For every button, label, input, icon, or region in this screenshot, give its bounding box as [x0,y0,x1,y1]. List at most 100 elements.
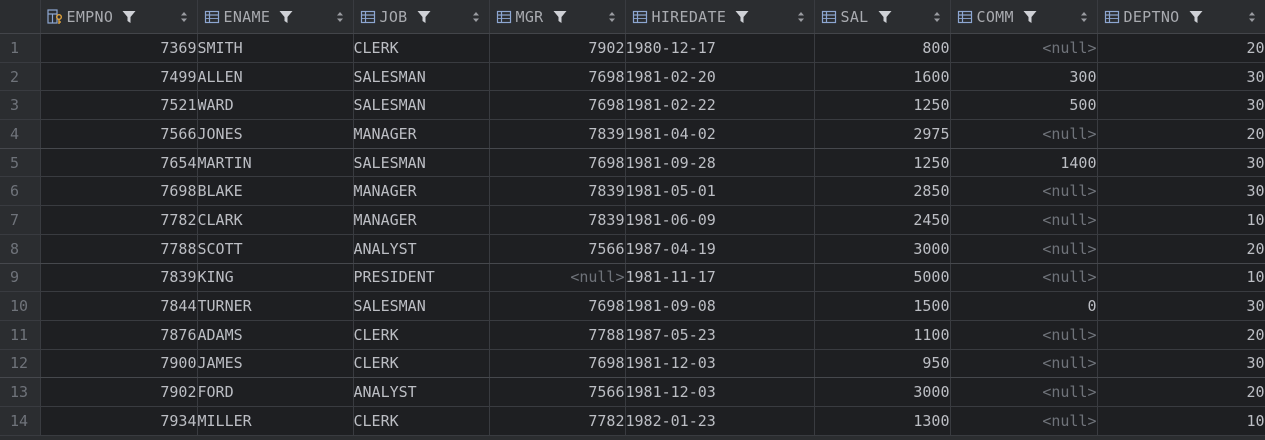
column-header-mgr[interactable]: MGR [489,0,626,34]
cell-hiredate[interactable]: 1981-04-02 [625,119,815,149]
cell-deptno[interactable]: 10 [1097,406,1265,436]
sort-icon[interactable] [932,9,942,25]
cell-deptno[interactable]: 20 [1097,234,1265,264]
cell-comm[interactable]: <null> [950,320,1098,350]
row-number[interactable]: 10 [0,291,41,321]
cell-sal[interactable]: 3000 [814,377,951,407]
column-header-ename[interactable]: ENAME [197,0,354,34]
cell-ename[interactable]: JONES [197,119,354,149]
sort-icon[interactable] [1247,9,1257,25]
cell-job[interactable]: SALESMAN [353,90,490,121]
cell-mgr[interactable]: 7698 [489,349,626,379]
cell-mgr[interactable]: 7839 [489,205,626,235]
cell-job[interactable]: SALESMAN [353,148,490,178]
column-header-deptno[interactable]: DEPTNO [1097,0,1265,34]
cell-job[interactable]: MANAGER [353,205,490,235]
filter-icon[interactable] [1022,9,1038,25]
row-number[interactable]: 14 [0,406,41,436]
cell-comm[interactable]: 1400 [950,148,1098,178]
cell-comm[interactable]: 0 [950,291,1098,321]
table-row[interactable]: 6 7698 BLAKE MANAGER 7839 1981-05-01 2850 <null… [0,176,1265,207]
cell-empno[interactable]: 7934 [40,406,198,436]
cell-ename[interactable]: WARD [197,90,354,121]
cell-comm[interactable]: 500 [950,90,1098,121]
filter-icon[interactable] [1188,9,1204,25]
row-number[interactable]: 9 [0,263,41,293]
table-row[interactable]: 10 7844 TURNER SALESMAN 7698 1981-09-08 1500 0 3… [0,291,1265,321]
filter-icon[interactable] [877,9,893,25]
column-header-hiredate[interactable]: HIREDATE [625,0,815,34]
cell-hiredate[interactable]: 1981-06-09 [625,205,815,235]
cell-sal[interactable]: 3000 [814,234,951,264]
cell-job[interactable]: CLERK [353,406,490,436]
table-row[interactable]: 14 7934 MILLER CLERK 7782 1982-01-23 1300 <null… [0,406,1265,436]
row-number[interactable]: 6 [0,176,41,207]
cell-deptno[interactable]: 20 [1097,377,1265,407]
cell-job[interactable]: CLERK [353,320,490,350]
cell-job[interactable]: MANAGER [353,119,490,149]
cell-job[interactable]: SALESMAN [353,291,490,321]
cell-sal[interactable]: 1250 [814,90,951,121]
cell-empno[interactable]: 7844 [40,291,198,321]
cell-hiredate[interactable]: 1981-09-08 [625,291,815,321]
cell-hiredate[interactable]: 1981-02-20 [625,62,815,92]
cell-empno[interactable]: 7566 [40,119,198,149]
column-header-sal[interactable]: SAL [814,0,951,34]
cell-ename[interactable]: TURNER [197,291,354,321]
cell-empno[interactable]: 7499 [40,62,198,92]
filter-icon[interactable] [734,9,750,25]
column-header-empno[interactable]: EMPNO [40,0,198,34]
cell-hiredate[interactable]: 1981-12-03 [625,349,815,379]
cell-deptno[interactable]: 30 [1097,62,1265,92]
cell-empno[interactable]: 7839 [40,263,198,293]
cell-deptno[interactable]: 30 [1097,291,1265,321]
table-row[interactable]: 2 7499 ALLEN SALESMAN 7698 1981-02-20 1600 300 3… [0,62,1265,92]
cell-empno[interactable]: 7902 [40,377,198,407]
table-row[interactable]: 9 7839 KING PRESIDENT <null> 1981-11-17 5000 <n… [0,263,1265,293]
cell-mgr[interactable]: <null> [489,263,626,293]
cell-deptno[interactable]: 20 [1097,33,1265,63]
cell-job[interactable]: ANALYST [353,377,490,407]
cell-ename[interactable]: SMITH [197,33,354,63]
cell-job[interactable]: PRESIDENT [353,263,490,293]
row-number[interactable]: 3 [0,90,41,121]
row-number[interactable]: 4 [0,119,41,149]
cell-job[interactable]: CLERK [353,349,490,379]
cell-hiredate[interactable]: 1980-12-17 [625,33,815,63]
cell-sal[interactable]: 1600 [814,62,951,92]
cell-job[interactable]: SALESMAN [353,62,490,92]
cell-comm[interactable]: <null> [950,263,1098,293]
cell-hiredate[interactable]: 1982-01-23 [625,406,815,436]
cell-empno[interactable]: 7698 [40,176,198,207]
cell-deptno[interactable]: 30 [1097,349,1265,379]
cell-mgr[interactable]: 7566 [489,377,626,407]
sort-icon[interactable] [607,9,617,25]
cell-comm[interactable]: 300 [950,62,1098,92]
cell-sal[interactable]: 800 [814,33,951,63]
row-number[interactable]: 8 [0,234,41,264]
row-number[interactable]: 12 [0,349,41,379]
table-row[interactable]: 12 7900 JAMES CLERK 7698 1981-12-03 950 <null> 3… [0,349,1265,379]
cell-sal[interactable]: 2850 [814,176,951,207]
cell-mgr[interactable]: 7698 [489,291,626,321]
cell-job[interactable]: MANAGER [353,176,490,207]
cell-mgr[interactable]: 7566 [489,234,626,264]
cell-empno[interactable]: 7654 [40,148,198,178]
cell-sal[interactable]: 2450 [814,205,951,235]
cell-ename[interactable]: CLARK [197,205,354,235]
cell-empno[interactable]: 7521 [40,90,198,121]
cell-mgr[interactable]: 7839 [489,176,626,207]
sort-icon[interactable] [335,9,345,25]
cell-comm[interactable]: <null> [950,205,1098,235]
cell-ename[interactable]: MARTIN [197,148,354,178]
row-number[interactable]: 1 [0,33,41,63]
cell-mgr[interactable]: 7698 [489,90,626,121]
cell-empno[interactable]: 7369 [40,33,198,63]
cell-deptno[interactable]: 30 [1097,90,1265,121]
row-number[interactable]: 13 [0,377,41,407]
cell-deptno[interactable]: 10 [1097,205,1265,235]
row-number[interactable]: 11 [0,320,41,350]
cell-mgr[interactable]: 7782 [489,406,626,436]
table-row[interactable]: 1 7369 SMITH CLERK 7902 1980-12-17 800 <null> 20 [0,33,1265,63]
cell-job[interactable]: CLERK [353,33,490,63]
